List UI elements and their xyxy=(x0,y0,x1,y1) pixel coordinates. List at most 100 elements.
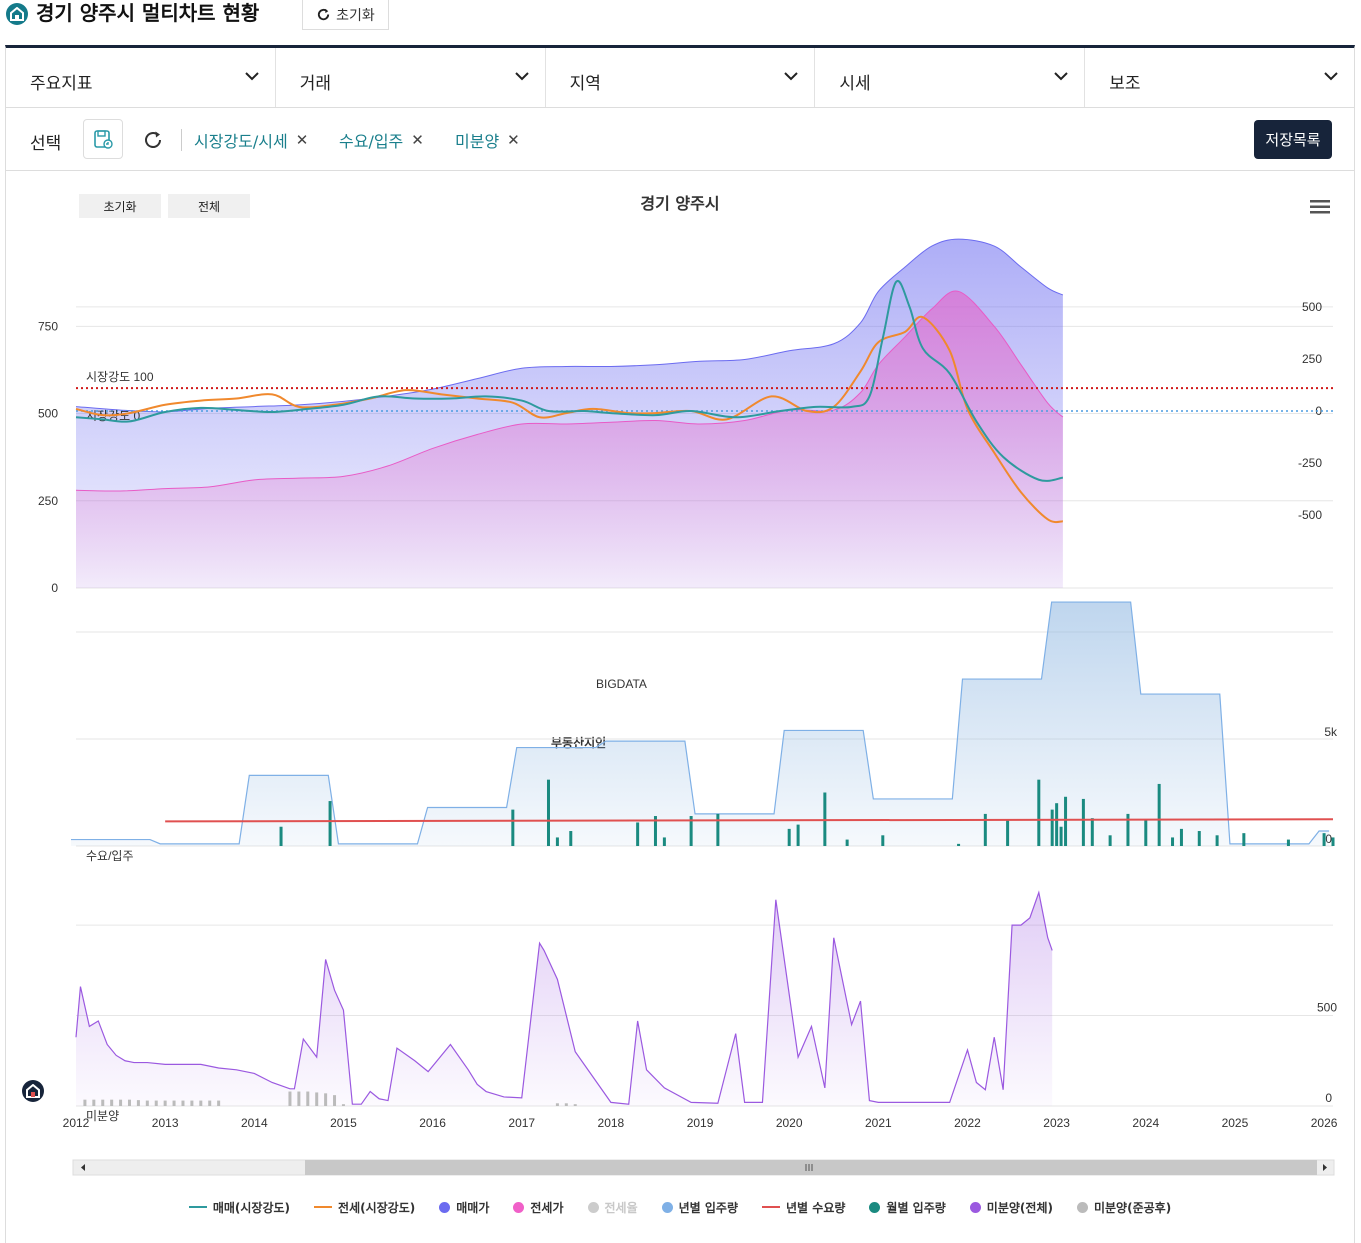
bar-monthly-supply xyxy=(1157,783,1161,846)
x-tick-label: 2025 xyxy=(1222,1116,1249,1130)
scroll-left-icon[interactable] xyxy=(81,1164,85,1171)
x-tick-label: 2021 xyxy=(865,1116,892,1130)
x-tick-label: 2022 xyxy=(954,1116,981,1130)
y-tick-label: 0 xyxy=(1315,404,1322,418)
bar-unsold-completed xyxy=(101,1099,105,1106)
legend-item[interactable]: 월별 입주량 xyxy=(869,1197,946,1217)
bar-monthly-supply xyxy=(983,813,987,846)
bar-monthly-supply xyxy=(787,828,791,846)
legend-label: 미분양(전체) xyxy=(986,1200,1053,1215)
bar-monthly-supply xyxy=(636,822,640,846)
bar-unsold-completed xyxy=(127,1099,131,1106)
legend-item[interactable]: 매매(시장강도) xyxy=(188,1197,290,1217)
legend-item[interactable]: 전세(시장강도) xyxy=(314,1197,415,1217)
legend-dot-swatch xyxy=(439,1201,451,1213)
series-yearly-supply-line xyxy=(71,601,1330,845)
bar-monthly-supply xyxy=(328,801,332,846)
legend-item[interactable]: 전세율 xyxy=(587,1197,638,1217)
bar-monthly-supply xyxy=(1006,820,1010,846)
bar-monthly-supply xyxy=(1055,803,1059,846)
scroll-right-icon[interactable] xyxy=(1323,1164,1327,1171)
tag-label: 미분양 xyxy=(455,132,500,151)
bar-monthly-supply xyxy=(1144,820,1148,846)
bar-unsold-completed xyxy=(136,1100,140,1106)
dropdown-main-indicator[interactable]: 주요지표 xyxy=(6,48,276,107)
legend-dot-swatch xyxy=(1076,1201,1088,1213)
chevron-down-icon xyxy=(514,72,529,81)
bar-unsold-completed xyxy=(315,1092,319,1106)
series-jeonse-price-area xyxy=(76,291,1063,588)
chevron-down-icon xyxy=(245,72,259,81)
selection-label: 선택 xyxy=(30,134,62,154)
legend-item[interactable]: 매매가 xyxy=(439,1197,489,1217)
tag-supply-demand: 수요/입주 ✕ xyxy=(339,128,424,152)
save-icon xyxy=(94,130,113,149)
bar-monthly-supply xyxy=(555,837,559,846)
close-icon[interactable]: ✕ xyxy=(507,131,520,149)
reset-label: 초기화 xyxy=(336,7,375,24)
series-sale-price-line xyxy=(75,238,1064,413)
bar-unsold-completed xyxy=(555,1103,559,1106)
refresh-button[interactable] xyxy=(139,126,167,154)
navigator-thumb[interactable] xyxy=(305,1160,1317,1175)
legend-item[interactable]: 미분양(준공후) xyxy=(1076,1197,1172,1217)
x-tick-label: 2014 xyxy=(241,1116,268,1130)
close-icon[interactable]: ✕ xyxy=(295,131,309,149)
dropdown-auxiliary[interactable]: 보조 xyxy=(1085,48,1354,107)
legend-label: 년별 입주량 xyxy=(678,1200,739,1215)
bar-unsold-completed xyxy=(199,1100,203,1106)
x-tick-label: 2017 xyxy=(508,1116,535,1130)
legend-item[interactable]: 미분양(전체) xyxy=(969,1197,1053,1217)
dropdown-label: 보조 xyxy=(1109,74,1141,94)
home-icon[interactable] xyxy=(6,3,28,25)
x-tick-label: 2012 xyxy=(63,1116,90,1130)
save-selection-button[interactable] xyxy=(83,119,123,159)
x-tick-label: 2020 xyxy=(776,1116,803,1130)
bar-monthly-supply xyxy=(1108,835,1112,846)
dropdown-trade[interactable]: 거래 xyxy=(276,48,546,107)
bar-monthly-supply xyxy=(1081,798,1085,846)
y-tick-label: 500 xyxy=(1317,1001,1337,1015)
y-tick-label: 750 xyxy=(38,319,58,333)
bar-monthly-supply xyxy=(662,837,666,846)
reset-button[interactable]: 초기화 xyxy=(302,0,389,30)
tag-label: 시장강도/시세 xyxy=(194,132,288,151)
chart-title: 경기 양주시 xyxy=(640,194,720,213)
legend-item[interactable]: 전세가 xyxy=(513,1197,564,1217)
bar-unsold-completed xyxy=(172,1100,176,1106)
zoom-all-button[interactable]: 전체 xyxy=(168,194,250,218)
legend-label: 전세(시장강도) xyxy=(338,1200,416,1215)
bar-monthly-supply xyxy=(279,826,283,846)
bar-unsold-completed xyxy=(163,1100,167,1106)
legend-line-swatch xyxy=(188,1206,207,1208)
chevron-down-icon xyxy=(784,72,799,81)
page-title: 경기 양주시 멀티차트 현황 xyxy=(36,1,260,25)
zoom-reset-button[interactable]: 초기화 xyxy=(79,194,161,218)
save-list-button[interactable]: 저장목록 xyxy=(1254,120,1332,159)
bar-monthly-supply xyxy=(716,813,720,846)
bar-unsold-completed xyxy=(288,1091,292,1106)
dropdown-price[interactable]: 시세 xyxy=(815,48,1086,107)
series-jeonse-strength xyxy=(75,315,1064,524)
x-tick-label: 2023 xyxy=(1043,1116,1070,1130)
tag-label: 수요/입주 xyxy=(339,132,404,151)
bar-unsold-completed xyxy=(190,1100,194,1106)
bar-unsold-completed xyxy=(306,1091,310,1106)
dropdown-region[interactable]: 지역 xyxy=(546,48,816,107)
legend-dot-swatch xyxy=(969,1201,981,1213)
bar-unsold-completed xyxy=(217,1100,221,1106)
bar-unsold-completed xyxy=(119,1099,123,1106)
bar-unsold-completed xyxy=(333,1095,337,1106)
legend-label: 미분양(준공후) xyxy=(1093,1200,1172,1215)
bar-monthly-supply xyxy=(845,839,849,846)
bar-monthly-supply xyxy=(1322,833,1326,846)
y-tick-label: 0 xyxy=(51,581,58,595)
legend-item[interactable]: 년별 입주량 xyxy=(661,1197,739,1217)
close-icon[interactable]: ✕ xyxy=(411,131,424,149)
tag-unsold: 미분양 ✕ xyxy=(455,128,520,152)
x-tick-label: 2024 xyxy=(1132,1116,1159,1130)
legend-item[interactable]: 년별 수요량 xyxy=(762,1197,845,1217)
menu-icon[interactable] xyxy=(1310,199,1330,215)
